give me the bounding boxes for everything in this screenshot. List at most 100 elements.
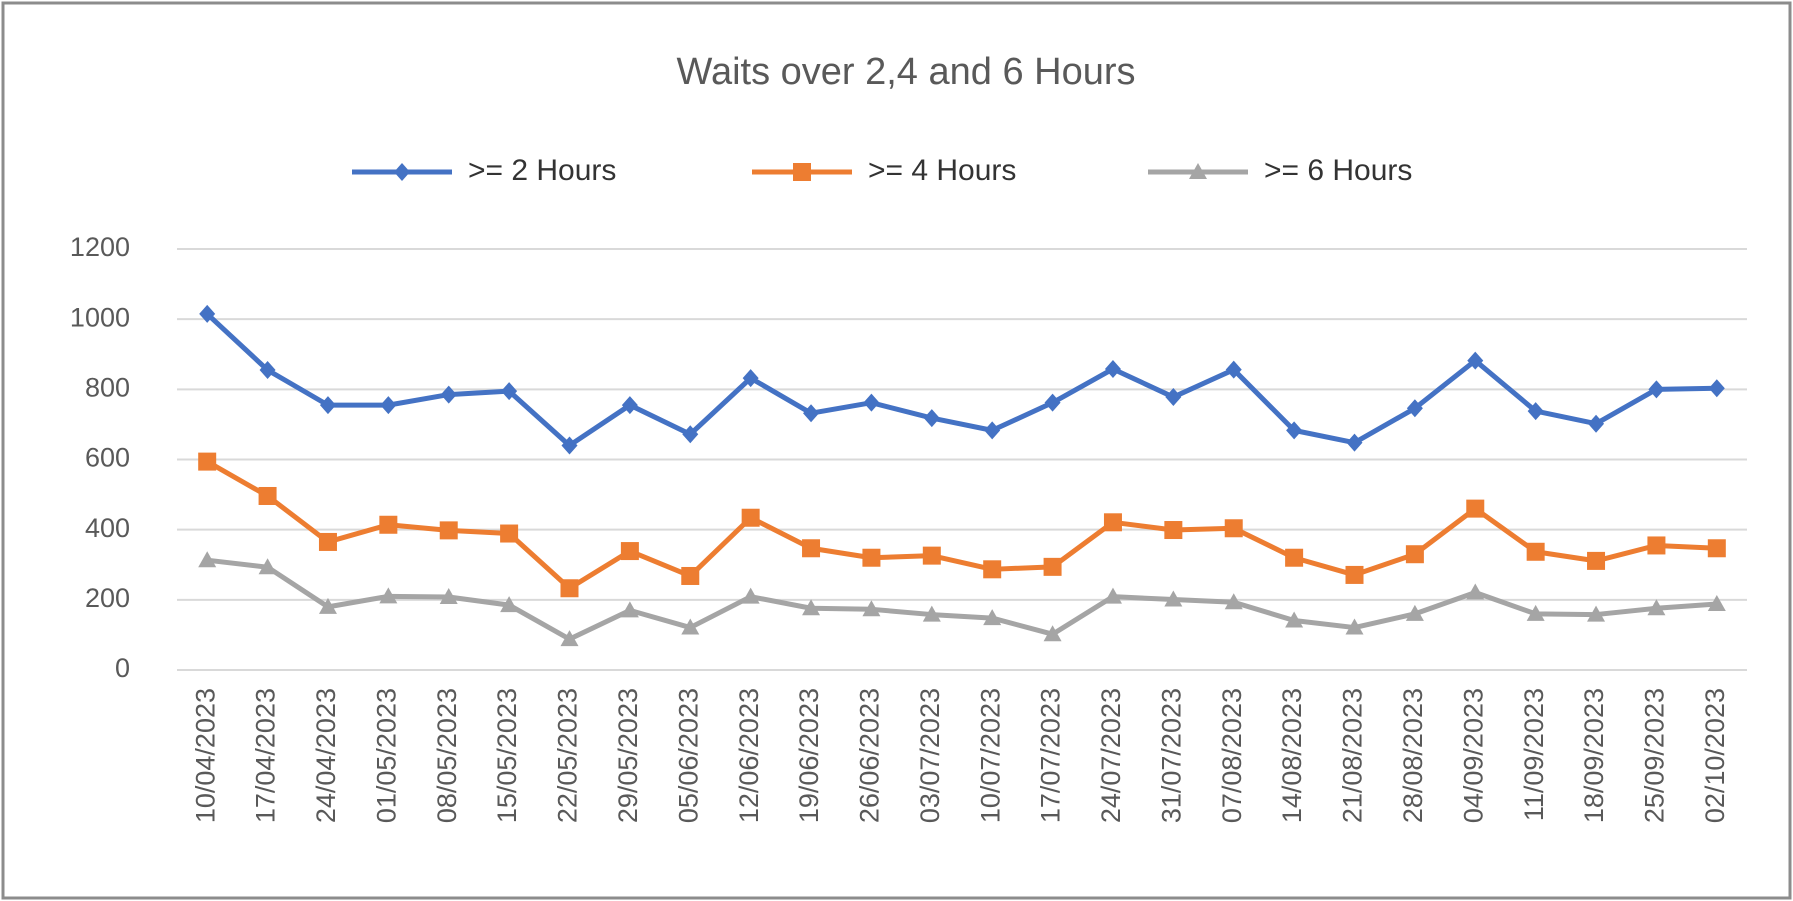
marker xyxy=(1406,399,1423,418)
marker xyxy=(1345,565,1364,584)
marker xyxy=(862,548,881,567)
x-tick-label: 12/06/2023 xyxy=(734,688,764,823)
marker xyxy=(741,508,760,527)
y-tick-label: 600 xyxy=(85,443,130,473)
x-tick-label: 22/05/2023 xyxy=(553,688,583,823)
marker xyxy=(560,630,579,647)
legend-label: >= 2 Hours xyxy=(468,154,616,187)
marker xyxy=(561,436,578,455)
marker xyxy=(1647,599,1666,616)
marker xyxy=(380,396,397,415)
marker xyxy=(1708,379,1725,398)
x-tick-label: 10/07/2023 xyxy=(975,688,1005,823)
x-tick-label: 18/09/2023 xyxy=(1579,688,1609,823)
y-tick-label: 0 xyxy=(115,653,130,683)
marker xyxy=(1707,595,1726,612)
marker xyxy=(318,597,337,614)
marker xyxy=(1527,402,1544,421)
x-tick-label: 04/09/2023 xyxy=(1458,688,1488,823)
marker xyxy=(802,599,821,616)
marker xyxy=(620,542,639,561)
marker xyxy=(1588,414,1605,433)
marker xyxy=(199,304,216,323)
marker xyxy=(1043,557,1062,576)
legend-label: >= 4 Hours xyxy=(868,154,1016,187)
marker xyxy=(923,409,940,428)
x-tick-label: 15/05/2023 xyxy=(492,688,522,823)
marker xyxy=(198,452,217,471)
y-tick-label: 400 xyxy=(85,513,130,543)
x-tick-label: 14/08/2023 xyxy=(1277,688,1307,823)
marker xyxy=(1587,551,1606,570)
marker xyxy=(1189,163,1207,179)
marker xyxy=(984,421,1001,440)
x-tick-label: 19/06/2023 xyxy=(794,688,824,823)
marker xyxy=(620,601,639,618)
marker xyxy=(1286,421,1303,440)
chart-title: Waits over 2,4 and 6 Hours xyxy=(676,51,1135,93)
marker xyxy=(1526,604,1545,621)
marker xyxy=(319,396,336,415)
marker xyxy=(1647,536,1666,555)
marker xyxy=(258,558,277,575)
x-tick-label: 17/04/2023 xyxy=(251,688,281,823)
marker xyxy=(500,596,519,613)
marker xyxy=(501,382,518,401)
y-tick-label: 1000 xyxy=(70,302,130,332)
marker xyxy=(258,486,277,505)
x-tick-label: 07/08/2023 xyxy=(1217,688,1247,823)
marker xyxy=(1043,625,1062,642)
x-tick-label: 31/07/2023 xyxy=(1156,688,1186,823)
marker xyxy=(922,605,941,622)
marker xyxy=(802,539,821,558)
marker xyxy=(621,396,638,415)
y-tick-label: 1200 xyxy=(70,232,130,262)
marker xyxy=(1285,611,1304,628)
series-line xyxy=(205,312,1717,448)
marker xyxy=(682,425,699,444)
x-tick-label: 17/07/2023 xyxy=(1036,688,1066,823)
x-tick-label: 28/08/2023 xyxy=(1398,688,1428,823)
marker xyxy=(500,524,519,543)
marker xyxy=(1466,583,1485,600)
marker xyxy=(1224,519,1243,538)
marker xyxy=(1707,539,1726,558)
marker xyxy=(439,588,458,605)
marker xyxy=(803,404,820,423)
series-line xyxy=(206,557,1717,642)
marker xyxy=(922,546,941,565)
series-line xyxy=(205,459,1717,591)
marker xyxy=(1405,545,1424,564)
marker xyxy=(1164,590,1183,607)
marker xyxy=(983,609,1002,626)
marker xyxy=(681,566,700,585)
x-tick-label: 10/04/2023 xyxy=(190,688,220,823)
x-tick-label: 24/07/2023 xyxy=(1096,688,1126,823)
marker xyxy=(862,600,881,617)
marker xyxy=(379,587,398,604)
marker xyxy=(681,618,700,635)
marker xyxy=(1405,604,1424,621)
marker xyxy=(1346,433,1363,452)
x-tick-label: 05/06/2023 xyxy=(673,688,703,823)
marker xyxy=(1466,499,1485,518)
marker xyxy=(318,532,337,551)
marker xyxy=(1044,393,1061,412)
marker xyxy=(394,163,410,181)
x-tick-label: 21/08/2023 xyxy=(1338,688,1368,823)
marker xyxy=(259,361,276,380)
marker xyxy=(1526,542,1545,561)
x-tick-label: 03/07/2023 xyxy=(915,688,945,823)
marker xyxy=(1648,380,1665,399)
marker xyxy=(439,521,458,540)
legend-label: >= 6 Hours xyxy=(1264,154,1412,187)
x-tick-label: 02/10/2023 xyxy=(1700,688,1730,823)
marker xyxy=(1103,513,1122,532)
x-tick-label: 08/05/2023 xyxy=(432,688,462,823)
marker xyxy=(1467,351,1484,370)
y-tick-label: 800 xyxy=(85,372,130,402)
x-tick-label: 26/06/2023 xyxy=(855,688,885,823)
